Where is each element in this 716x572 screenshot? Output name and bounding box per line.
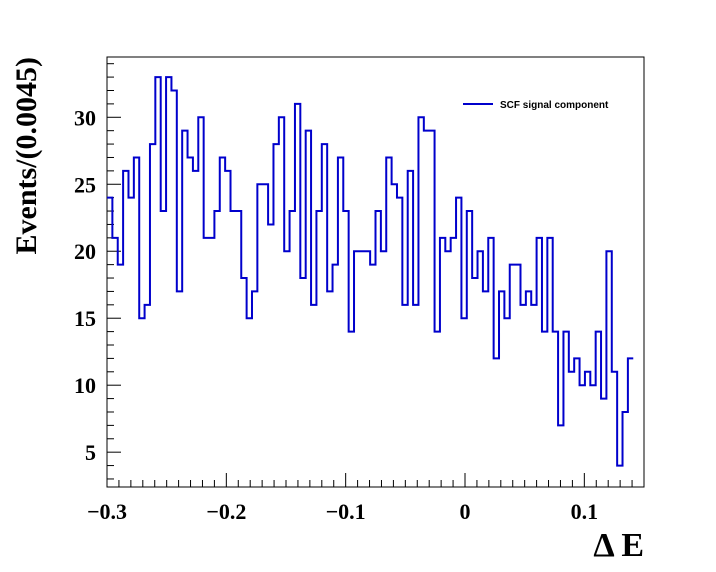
plot-frame (106, 56, 645, 488)
x-axis-label: Δ E (593, 527, 644, 564)
x-tick-label: −0.3 (87, 499, 127, 524)
x-tick-label: −0.2 (206, 499, 246, 524)
y-axis: 5 10 15 20 25 30 (74, 63, 121, 480)
x-tick-label: 0.1 (571, 499, 599, 524)
y-tick-label: 25 (74, 172, 96, 197)
y-tick-label: 20 (74, 239, 96, 264)
y-tick-label: 5 (85, 440, 96, 465)
x-tick-label: −0.1 (326, 499, 366, 524)
legend-label: SCF signal component (500, 100, 609, 111)
legend: SCF signal component (463, 100, 609, 111)
y-axis-label: Events/(0.0045) (10, 57, 43, 255)
y-tick-label: 30 (74, 105, 96, 130)
y-tick-label: 10 (74, 373, 96, 398)
x-tick-label: 0 (460, 499, 471, 524)
y-tick-label: 15 (74, 306, 96, 331)
series-line-scf-signal (107, 76, 634, 467)
x-axis: −0.3 −0.2 −0.1 0 0.1 (87, 473, 645, 524)
